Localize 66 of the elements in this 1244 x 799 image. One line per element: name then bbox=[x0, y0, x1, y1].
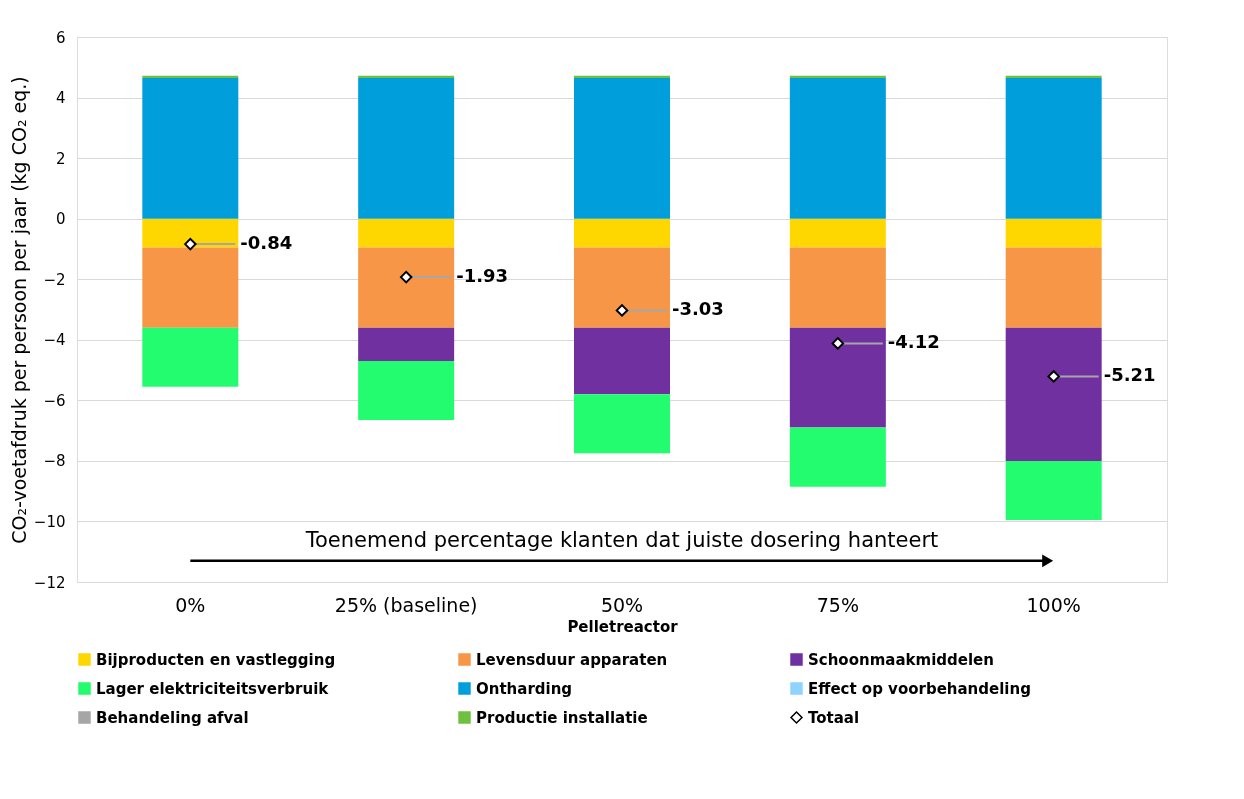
bar bbox=[1005, 218, 1102, 248]
bar bbox=[574, 327, 670, 395]
bar bbox=[574, 247, 670, 328]
point bbox=[1047, 370, 1060, 383]
bar bbox=[789, 327, 886, 428]
legend-label: Schoonmaakmiddelen bbox=[808, 650, 994, 669]
data-label: -5.21 bbox=[1103, 364, 1156, 386]
bar bbox=[358, 77, 455, 219]
bar bbox=[574, 394, 670, 454]
bar bbox=[358, 218, 455, 248]
y-tick-label: −4 bbox=[43, 331, 66, 350]
y-tick-label: 4 bbox=[55, 89, 66, 108]
bar bbox=[1005, 77, 1102, 219]
x-tick-label: 100% bbox=[1026, 593, 1081, 616]
bar bbox=[574, 75, 670, 78]
legend-label: Lager elektriciteitsverbruik bbox=[96, 679, 330, 698]
annotation: Toenemend percentage klanten dat juiste dosering hanteert bbox=[304, 527, 939, 552]
bar bbox=[142, 75, 239, 78]
bar bbox=[358, 247, 455, 328]
y-tick-label: −2 bbox=[43, 270, 66, 289]
data-label: -3.03 bbox=[672, 298, 724, 320]
bar bbox=[358, 360, 455, 421]
bar bbox=[789, 75, 886, 78]
bar bbox=[142, 218, 239, 248]
point bbox=[399, 270, 413, 284]
x-tick-label: 25% (baseline) bbox=[334, 593, 478, 616]
x-tick-label: 0% bbox=[175, 593, 206, 616]
bar bbox=[1005, 75, 1102, 78]
legend-label: Totaal bbox=[808, 708, 860, 727]
bar bbox=[358, 327, 455, 361]
legend-label: Ontharding bbox=[476, 679, 573, 698]
x-tick-label: 75% bbox=[816, 593, 859, 616]
bar bbox=[789, 427, 886, 487]
y-tick-label: −12 bbox=[33, 573, 66, 592]
y-tick-label: −8 bbox=[43, 452, 66, 471]
bar bbox=[789, 218, 886, 248]
y-axis-title: CO₂-voetafdruk per persoon per jaar (kg CO₂ eq.) bbox=[7, 76, 30, 544]
point bbox=[831, 337, 845, 350]
legend-label: Levensduur apparaten bbox=[476, 650, 668, 669]
data-label: -0.84 bbox=[240, 232, 293, 254]
bar bbox=[574, 218, 670, 248]
legend-label: Effect op voorbehandeling bbox=[808, 679, 1031, 698]
y-tick-label: −10 bbox=[33, 512, 66, 531]
bar bbox=[789, 77, 886, 219]
bar bbox=[142, 77, 239, 219]
y-tick-label: 2 bbox=[55, 149, 66, 168]
bar bbox=[789, 247, 886, 328]
x-tick-label: 50% bbox=[600, 593, 644, 616]
bar bbox=[1005, 247, 1102, 328]
bar bbox=[1005, 327, 1102, 461]
point bbox=[184, 237, 197, 251]
bar bbox=[142, 247, 239, 328]
y-tick-label: −6 bbox=[43, 391, 66, 410]
bar bbox=[574, 77, 670, 219]
x-axis-title: Pelletreactor bbox=[567, 617, 679, 636]
y-tick-label: 6 bbox=[55, 28, 66, 47]
data-label: -1.93 bbox=[456, 265, 509, 287]
bar bbox=[1005, 460, 1102, 520]
data-label: -4.12 bbox=[887, 331, 940, 353]
legend-label: Behandeling afval bbox=[96, 708, 249, 727]
point bbox=[615, 304, 629, 317]
legend-label: Productie installatie bbox=[476, 708, 648, 727]
bar bbox=[358, 75, 455, 78]
y-tick-label: 0 bbox=[55, 210, 66, 229]
bar bbox=[142, 327, 239, 387]
legend-label: Bijproducten en vastlegging bbox=[96, 650, 336, 669]
